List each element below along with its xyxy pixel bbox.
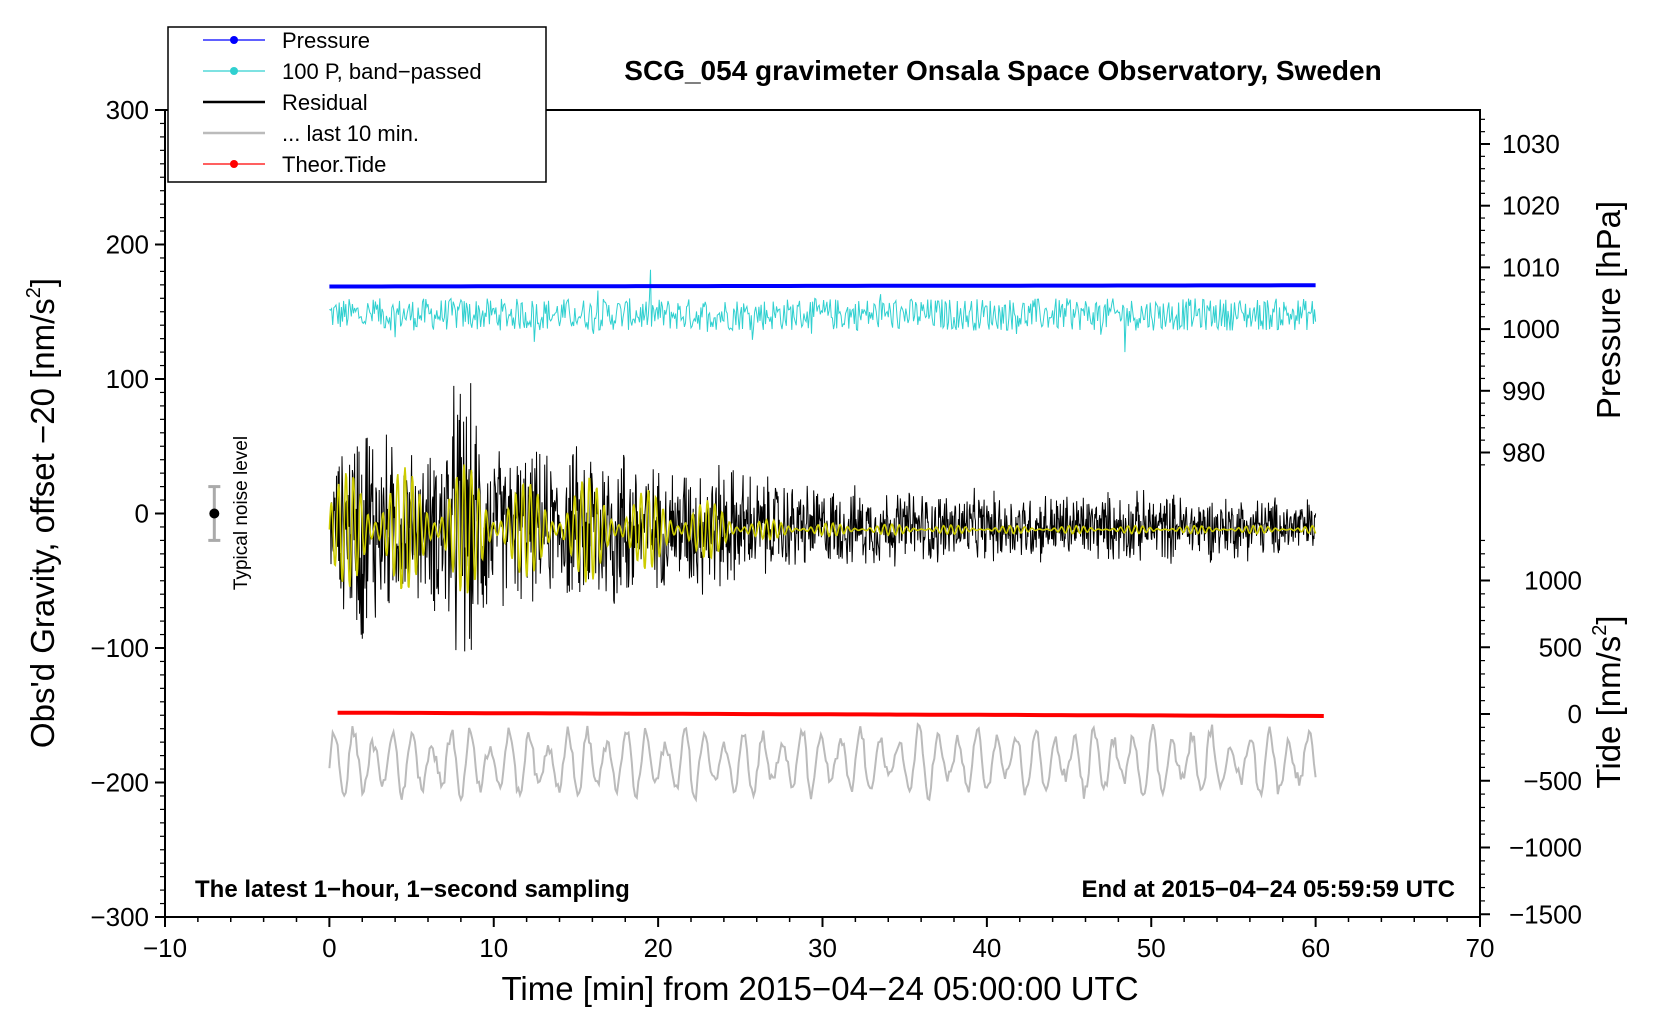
legend-marker (230, 36, 238, 44)
noise-label: Typical noise level (231, 436, 252, 590)
pressure-axis-ticks: 1030 1020 1010 1000 990 980 (1480, 118, 1560, 468)
tide-tick-label: 1000 (1524, 566, 1582, 596)
series-last-10-min (328, 722, 1317, 803)
tide-tick-label: −1500 (1509, 899, 1582, 929)
chart-title: SCG_054 gravimeter Onsala Space Observat… (624, 55, 1381, 86)
x-tick-label: 70 (1466, 933, 1495, 963)
x-tick-label: −10 (143, 933, 187, 963)
series-theoretical-tide (337, 710, 1324, 718)
noise-dot (209, 508, 220, 519)
x-tick-label: 30 (808, 933, 837, 963)
tide-tick-label: 500 (1539, 632, 1582, 662)
legend-label: Residual (282, 90, 368, 115)
legend-label: 100 P, band−passed (282, 59, 482, 84)
pressure-tick-label: 1010 (1502, 252, 1560, 282)
legend-label: Pressure (282, 28, 370, 53)
legend-marker (230, 67, 238, 75)
tide-tick-label: 0 (1568, 699, 1582, 729)
legend-box (167, 26, 547, 183)
noise-level-marker: Typical noise level (208, 436, 252, 590)
legend-marker (230, 160, 238, 168)
y-axis-label: Obs'd Gravity, offset −20 [nm/s2] (23, 278, 61, 748)
tide-tick-label: −1000 (1509, 833, 1582, 863)
tide-axis-label-close: ] (1590, 615, 1627, 624)
series-residual-smoothed (328, 464, 1317, 594)
pressure-axis-label: Pressure [hPa] (1590, 201, 1627, 419)
data-series (328, 269, 1324, 803)
x-tick-label: 50 (1137, 933, 1166, 963)
y-axis-ticks: 300 200 100 0 −100 −200 −300 (90, 95, 165, 932)
legend: Pressure 100 P, band−passed Residual ... la… (167, 26, 547, 183)
pressure-tick-label: 1030 (1502, 129, 1560, 159)
y-axis-label-sup: 2 (23, 287, 45, 298)
series-bandpassed-pressure (329, 269, 1317, 353)
pressure-tick-label: 990 (1502, 376, 1545, 406)
y-axis-label-main: Obs'd Gravity, offset −20 [nm/s (24, 298, 61, 748)
x-tick-label: 20 (644, 933, 673, 963)
y-tick-label: 100 (106, 364, 149, 394)
x-tick-label: 0 (322, 933, 336, 963)
x-axis-label: Time [min] from 2015−04−24 05:00:00 UTC (501, 970, 1138, 1007)
legend-label: ... last 10 min. (282, 121, 419, 146)
x-tick-label: 10 (479, 933, 508, 963)
tide-axis-label-sup: 2 (1589, 625, 1611, 636)
tide-axis-ticks: 1000 500 0 −500 −1000 −1500 (1480, 539, 1582, 929)
x-axis-ticks: −10 0 10 20 30 40 50 60 70 (143, 917, 1495, 963)
series-pressure (329, 283, 1316, 289)
y-tick-label: 300 (106, 95, 149, 125)
tide-tick-label: −500 (1523, 766, 1582, 796)
y-tick-label: −300 (90, 902, 149, 932)
y-tick-label: 0 (135, 499, 149, 529)
y-tick-label: −200 (90, 768, 149, 798)
legend-label: Theor.Tide (282, 152, 386, 177)
pressure-tick-label: 1000 (1502, 314, 1560, 344)
x-tick-label: 40 (972, 933, 1001, 963)
sampling-note: The latest 1−hour, 1−second sampling (195, 876, 630, 903)
tide-axis-label-main: Tide [nm/s (1590, 636, 1627, 789)
tide-axis-label: Tide [nm/s2] (1589, 615, 1627, 788)
y-axis-label-close: ] (24, 278, 61, 287)
end-time-note: End at 2015−04−24 05:59:59 UTC (1081, 876, 1455, 903)
pressure-tick-label: 980 (1502, 438, 1545, 468)
y-tick-label: 200 (106, 230, 149, 260)
x-tick-label: 60 (1301, 933, 1330, 963)
series-residual (328, 383, 1317, 652)
pressure-tick-label: 1020 (1502, 191, 1560, 221)
y-tick-label: −100 (90, 633, 149, 663)
